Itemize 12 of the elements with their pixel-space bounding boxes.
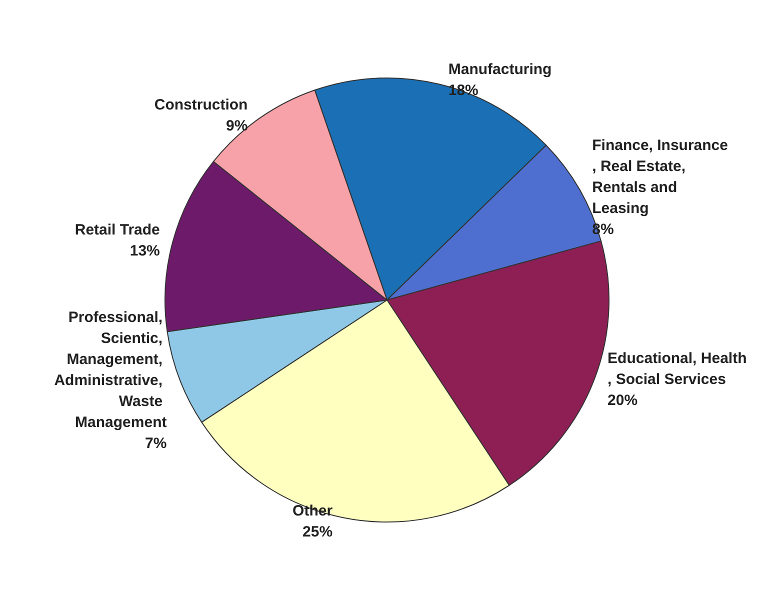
- slice-label: Manufacturing: [448, 61, 552, 78]
- slice-label: Retail Trade: [74, 222, 160, 239]
- slice-label: Construction: [154, 96, 248, 114]
- data-label: 9%: [226, 117, 248, 134]
- data-label: 25%: [302, 523, 333, 540]
- slice-label: Professional, Scientic, Management, Administrative, Waste Management: [54, 308, 167, 431]
- data-label: 7%: [145, 434, 167, 452]
- data-label: 18%: [448, 82, 478, 100]
- slice-label: Educational, Health, Social Services: [608, 350, 747, 388]
- data-label: 20%: [608, 392, 638, 410]
- data-label: 13%: [130, 242, 160, 260]
- slice-label: Finance, Insurance, Real Estate, Rentals and Leasing: [592, 137, 728, 218]
